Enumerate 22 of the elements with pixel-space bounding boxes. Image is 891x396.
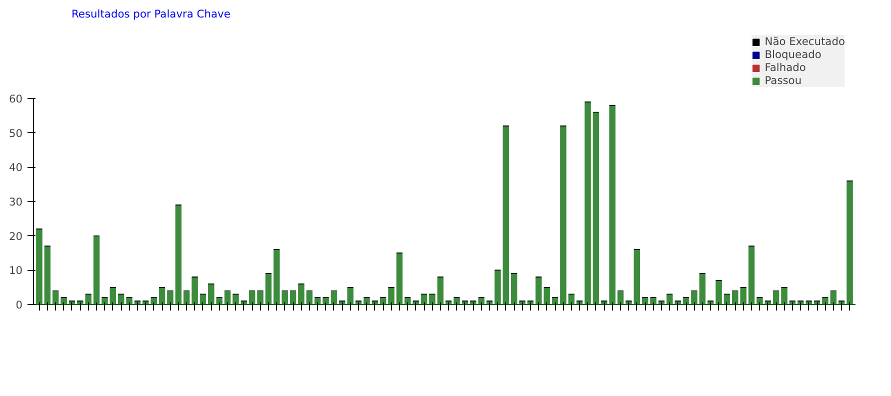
bar [93, 236, 100, 304]
bar [224, 290, 231, 304]
bar [748, 246, 755, 304]
legend-label: Não Executado [764, 35, 845, 48]
y-tick-label: 20 [8, 230, 23, 243]
legend-label: Bloqueado [764, 48, 822, 61]
bar [265, 273, 272, 304]
legend-label: Passou [764, 74, 802, 87]
y-tick-label: 40 [8, 161, 23, 174]
y-tick-label: 30 [8, 196, 23, 208]
y-tick-label: 10 [8, 264, 23, 278]
y-tick-label: 60 [8, 92, 23, 106]
chart-title: Resultados por Palavra Chave [72, 8, 230, 20]
bar [158, 287, 166, 304]
y-tick-label: 0 [16, 298, 23, 312]
bar [592, 112, 600, 304]
bar [396, 252, 403, 304]
y-tick-label: 50 [8, 126, 23, 140]
bar [617, 290, 624, 304]
bar [330, 290, 338, 304]
legend-label: Falhado [764, 61, 806, 74]
bar [290, 290, 296, 304]
